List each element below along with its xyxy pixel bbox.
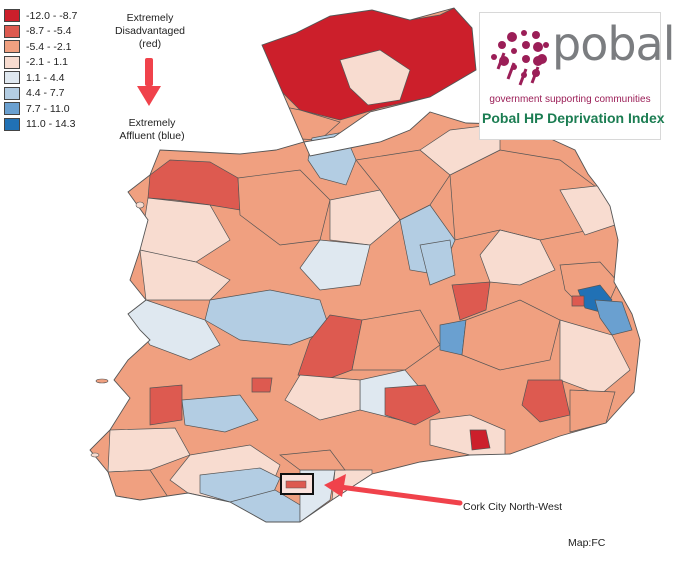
region-galway-blue: [204, 289, 331, 346]
region-wexford-red: [521, 379, 571, 423]
legend-label: -8.7 - -5.4: [26, 25, 72, 38]
legend: -12.0 - -8.7 -8.7 - -5.4 -5.4 - -2.1 -2.1 -…: [4, 8, 77, 132]
island-blasket: [90, 452, 100, 458]
region-wicklow: [559, 319, 631, 396]
region-laois: [351, 309, 441, 371]
region-dublin-south: [594, 299, 633, 336]
label-affluent: Extremely Affluent (blue): [119, 117, 185, 142]
logo-title: Pobal HP Deprivation Index: [482, 110, 665, 126]
label-disadvantaged: Extremely Disadvantaged (red): [114, 12, 186, 50]
region-dublin-inner: [571, 295, 585, 307]
region-tipperary: [284, 374, 361, 421]
legend-label: 1.1 - 4.4: [26, 71, 65, 84]
region-wexford-south: [569, 389, 616, 433]
island-aran: [95, 378, 109, 384]
legend-row: -5.4 - -2.1: [4, 39, 77, 55]
legend-label: -5.4 - -2.1: [26, 40, 72, 53]
logo-wordmark: pobal: [552, 17, 676, 71]
logo-tagline: government supporting communities: [489, 94, 651, 105]
legend-swatch: [4, 86, 20, 100]
pobal-dots-icon: [491, 30, 549, 86]
legend-swatch: [4, 55, 20, 69]
region-clare-red: [149, 384, 183, 426]
ireland-outline: [89, 7, 641, 523]
legend-swatch: [4, 9, 20, 23]
island-achill: [135, 201, 145, 209]
legend-swatch: [4, 40, 20, 54]
legend-swatch: [4, 71, 20, 85]
cork-callout-label: Cork City North-West: [463, 501, 562, 513]
down-arrow-icon: [137, 58, 161, 106]
region-east-midlands: [479, 229, 556, 286]
region-kildare-red: [451, 281, 491, 321]
map-credit: Map:FC: [568, 537, 606, 549]
legend-label: 7.7 - 11.0: [26, 102, 70, 115]
region-meath-blue: [419, 239, 456, 286]
legend-row: 11.0 - 14.3: [4, 117, 77, 133]
region-limerick-blue: [181, 394, 259, 433]
legend-row: 4.4 - 7.7: [4, 86, 77, 102]
legend-row: -8.7 - -5.4: [4, 24, 77, 40]
legend-row: 7.7 - 11.0: [4, 101, 77, 117]
left-arrow-icon: [324, 474, 463, 506]
region-kerry-pale: [107, 427, 191, 473]
region-tipperary-red: [384, 384, 441, 426]
legend-label: -12.0 - -8.7: [26, 9, 78, 22]
legend-swatch: [4, 117, 20, 131]
legend-row: -12.0 - -8.7: [4, 8, 77, 24]
region-donegal-pale: [339, 49, 411, 106]
region-limerick-red: [251, 377, 273, 393]
region-westmeath: [299, 239, 371, 291]
legend-label: -2.1 - 1.1: [26, 56, 69, 69]
region-waterford-red: [469, 429, 491, 451]
region-longford: [329, 189, 401, 246]
legend-swatch: [4, 102, 20, 116]
region-kildare-blue: [439, 319, 467, 356]
legend-label: 11.0 - 14.3: [26, 118, 76, 131]
legend-label: 4.4 - 7.7: [26, 87, 65, 100]
legend-row: 1.1 - 4.4: [4, 70, 77, 86]
region-cork-mid: [279, 449, 346, 471]
region-carlow: [461, 299, 561, 371]
pobal-logo: pobal government supporting communities …: [479, 12, 676, 140]
legend-row: -2.1 - 1.1: [4, 55, 77, 71]
legend-swatch: [4, 24, 20, 38]
